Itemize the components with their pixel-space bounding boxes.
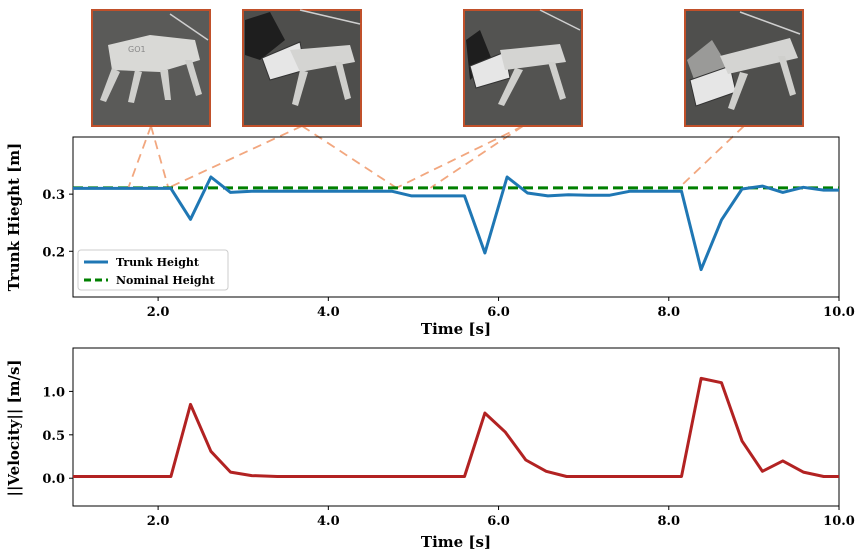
plot2-y-axis-label: ||Velocity|| [m/s] bbox=[5, 359, 23, 496]
plot2-x-tick-label: 6.0 bbox=[487, 514, 510, 529]
plot2-y-ticks: 0.0 0.5 1.0 bbox=[42, 385, 73, 487]
plot1-y-axis-label: Trunk Hieght [m] bbox=[5, 143, 23, 291]
plot2-y-tick-label: 0.5 bbox=[42, 429, 65, 444]
plot1-x-axis-label: Time [s] bbox=[421, 320, 491, 338]
plot1-x-tick-label: 2.0 bbox=[147, 305, 170, 320]
plot2-x-tick-label: 8.0 bbox=[657, 514, 680, 529]
plot1-x-tick-label: 6.0 bbox=[487, 305, 510, 320]
photo-strip: GO1 bbox=[91, 9, 804, 127]
plot1-y-tick-label: 0.3 bbox=[42, 188, 65, 203]
plot2-frame bbox=[72, 347, 840, 507]
plot1-x-tick-label: 10.0 bbox=[823, 305, 855, 320]
photo-foot-push-2 bbox=[463, 9, 583, 127]
plot2-y-tick-label: 1.0 bbox=[42, 385, 65, 400]
photo-connector-line bbox=[429, 125, 524, 189]
photo-connector-line bbox=[150, 125, 170, 189]
plot2-x-tick-label: 10.0 bbox=[823, 514, 855, 529]
photo-robot-standing: GO1 bbox=[91, 9, 211, 127]
legend-trunk-height-label: Trunk Height bbox=[116, 256, 200, 269]
plot2-series bbox=[73, 376, 839, 478]
trunk-height-chart: 2.0 4.0 6.0 8.0 10.0 0.2 0.3 Time [s] Trunk H… bbox=[5, 136, 855, 338]
plot2-x-tick-label: 4.0 bbox=[317, 514, 340, 529]
svg-text:GO1: GO1 bbox=[128, 45, 146, 54]
plot1-x-ticks: 2.0 4.0 6.0 8.0 10.0 bbox=[147, 297, 855, 320]
photo-connector-line bbox=[396, 125, 524, 189]
photo-connectors bbox=[127, 125, 745, 189]
velocity-chart: 2.0 4.0 6.0 8.0 10.0 0.0 0.5 1.0 Time [s] ||Ve… bbox=[5, 347, 855, 551]
plot1-frame bbox=[72, 136, 840, 298]
plot1-y-ticks: 0.2 0.3 bbox=[42, 188, 73, 260]
photo-connector-line bbox=[678, 125, 745, 189]
legend-nominal-height-label: Nominal Height bbox=[116, 274, 216, 287]
plot1-legend: Trunk Height Nominal Height bbox=[77, 249, 229, 291]
plot2-x-ticks: 2.0 4.0 6.0 8.0 10.0 bbox=[147, 506, 855, 529]
plot1-y-tick-label: 0.2 bbox=[42, 245, 65, 260]
plot2-y-tick-label: 0.0 bbox=[42, 472, 65, 487]
series-velocity-line bbox=[73, 376, 839, 478]
photo-connector-line bbox=[301, 125, 397, 189]
series-trunk-height-line bbox=[73, 175, 839, 272]
plot1-series bbox=[73, 175, 839, 272]
plot1-x-tick-label: 4.0 bbox=[317, 305, 340, 320]
photo-connector-line bbox=[127, 125, 152, 189]
plot2-x-axis-label: Time [s] bbox=[421, 533, 491, 551]
photo-foot-push-3 bbox=[684, 9, 804, 127]
plot1-x-tick-label: 8.0 bbox=[657, 305, 680, 320]
photo-foot-push-1 bbox=[242, 9, 362, 127]
plot2-x-tick-label: 2.0 bbox=[147, 514, 170, 529]
photo-connector-line bbox=[167, 125, 303, 189]
